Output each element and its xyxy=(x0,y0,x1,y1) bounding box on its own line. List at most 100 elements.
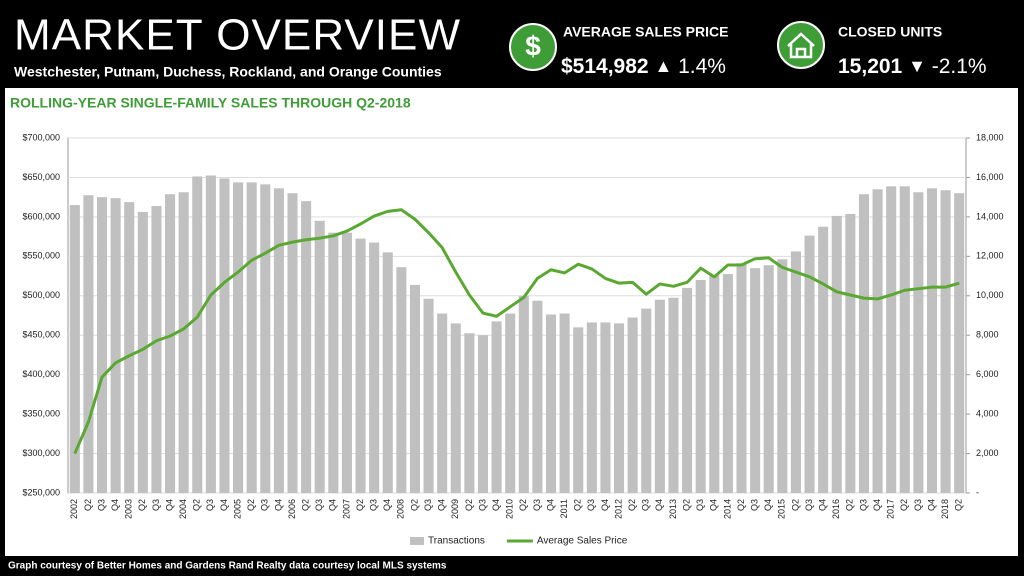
x-tick-label: 2007 xyxy=(341,499,351,519)
y2-tick-label: 14,000 xyxy=(976,211,1004,221)
bar xyxy=(872,189,883,493)
price-icon xyxy=(509,23,557,71)
y-tick-label: $350,000 xyxy=(22,408,60,418)
x-tick-label: Q3 xyxy=(369,499,379,511)
stat-arrow: ▲ xyxy=(654,56,672,76)
stat-number: $514,982 xyxy=(561,55,649,78)
x-tick-label: Q2 xyxy=(355,499,365,511)
stat-number: 15,201 xyxy=(838,55,903,78)
x-tick-label: 2016 xyxy=(831,499,841,519)
bar xyxy=(477,335,489,493)
bar xyxy=(260,184,271,493)
y-tick-label: $600,000 xyxy=(22,211,60,221)
bar xyxy=(831,215,842,493)
bar xyxy=(858,194,869,494)
bar xyxy=(559,313,570,493)
x-tick-label: 2004 xyxy=(178,499,188,519)
bar xyxy=(450,323,461,493)
bar xyxy=(709,275,720,493)
bar xyxy=(314,220,325,494)
x-tick-label: Q4 xyxy=(110,499,120,511)
stat-arrow: ▼ xyxy=(908,56,926,76)
x-tick-label: Q2 xyxy=(409,499,419,511)
bar xyxy=(518,295,529,493)
x-tick-label: Q4 xyxy=(600,499,610,511)
x-tick-label: 2002 xyxy=(69,499,79,519)
x-tick-label: Q2 xyxy=(954,499,964,511)
subtitle: Westchester, Putnam, Duchess, Rockland, … xyxy=(14,64,442,80)
bar xyxy=(192,176,203,494)
bar xyxy=(750,268,761,493)
x-tick-label: 2011 xyxy=(559,499,569,518)
x-tick-label: Q2 xyxy=(627,499,637,511)
bar xyxy=(763,265,774,493)
bar xyxy=(110,198,121,493)
title: MARKET OVERVIEW xyxy=(14,11,460,60)
x-tick-label: Q4 xyxy=(273,499,283,511)
x-tick-label: Q2 xyxy=(192,499,202,511)
stat-label: AVERAGE SALES PRICE xyxy=(563,24,728,40)
x-tick-label: Q3 xyxy=(695,499,705,511)
bar xyxy=(926,188,938,493)
stat-change: -2.1% xyxy=(932,55,987,78)
x-tick-label: Q4 xyxy=(491,499,501,511)
bar xyxy=(491,321,502,493)
x-tick-label: Q3 xyxy=(804,499,814,511)
x-tick-label: Q3 xyxy=(586,499,596,511)
x-tick-label: Q3 xyxy=(532,499,542,511)
x-tick-label: Q2 xyxy=(246,499,256,511)
bar xyxy=(532,300,543,493)
bar xyxy=(246,182,257,493)
y2-tick-label: 4,000 xyxy=(976,408,999,418)
x-tick-label: Q2 xyxy=(464,499,474,511)
bar xyxy=(722,274,733,493)
y-tick-label: $450,000 xyxy=(22,330,60,340)
bar xyxy=(641,308,652,493)
bar xyxy=(96,197,108,493)
bar xyxy=(600,322,611,493)
bar xyxy=(913,192,924,493)
x-tick-label: Q4 xyxy=(709,499,719,511)
bar xyxy=(573,327,584,493)
bar xyxy=(954,193,965,493)
x-tick-label: Q4 xyxy=(818,499,828,511)
x-tick-label: 2017 xyxy=(886,499,896,519)
bar xyxy=(505,313,516,493)
bar xyxy=(777,259,788,493)
x-tick-label: Q2 xyxy=(681,499,691,511)
legend-swatch xyxy=(410,537,424,545)
x-tick-label: Q3 xyxy=(260,499,270,511)
x-tick-label: Q3 xyxy=(96,499,106,511)
x-tick-label: 2008 xyxy=(396,499,406,519)
y2-tick-label: - xyxy=(976,487,979,497)
bar xyxy=(328,232,339,493)
y2-tick-label: 6,000 xyxy=(976,369,999,379)
bar xyxy=(69,205,80,494)
x-tick-label: Q3 xyxy=(151,499,161,511)
legend-label: Average Sales Price xyxy=(537,536,628,547)
stat-value: $514,982 ▲ 1.4% xyxy=(561,55,726,78)
x-tick-label: Q3 xyxy=(423,499,433,511)
x-tick-label: 2003 xyxy=(124,499,134,519)
y-tick-label: $550,000 xyxy=(22,251,60,261)
bar xyxy=(409,284,420,493)
bar xyxy=(899,186,910,493)
bar xyxy=(369,242,380,493)
x-tick-label: Q2 xyxy=(137,499,147,511)
bar xyxy=(614,323,625,493)
bar xyxy=(382,252,393,493)
bar xyxy=(736,263,747,493)
bar xyxy=(695,280,706,493)
bar xyxy=(627,317,638,493)
x-tick-label: 2006 xyxy=(287,499,297,519)
bar xyxy=(654,299,665,493)
bar xyxy=(545,314,557,493)
x-tick-label: Q2 xyxy=(83,499,93,511)
bar xyxy=(940,190,951,493)
x-tick-label: Q3 xyxy=(314,499,324,511)
stat-change: 1.4% xyxy=(678,55,726,78)
bar xyxy=(355,238,366,493)
house-icon xyxy=(787,32,815,59)
x-tick-label: Q3 xyxy=(858,499,868,511)
